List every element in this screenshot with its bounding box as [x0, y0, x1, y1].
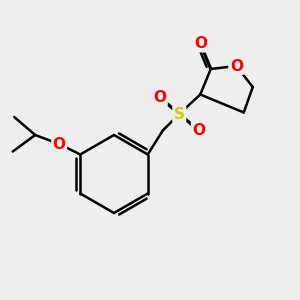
Text: O: O	[153, 90, 166, 105]
Text: O: O	[192, 123, 205, 138]
Text: O: O	[230, 58, 243, 74]
Text: S: S	[174, 106, 185, 122]
Text: O: O	[194, 36, 207, 51]
Text: O: O	[53, 136, 66, 152]
